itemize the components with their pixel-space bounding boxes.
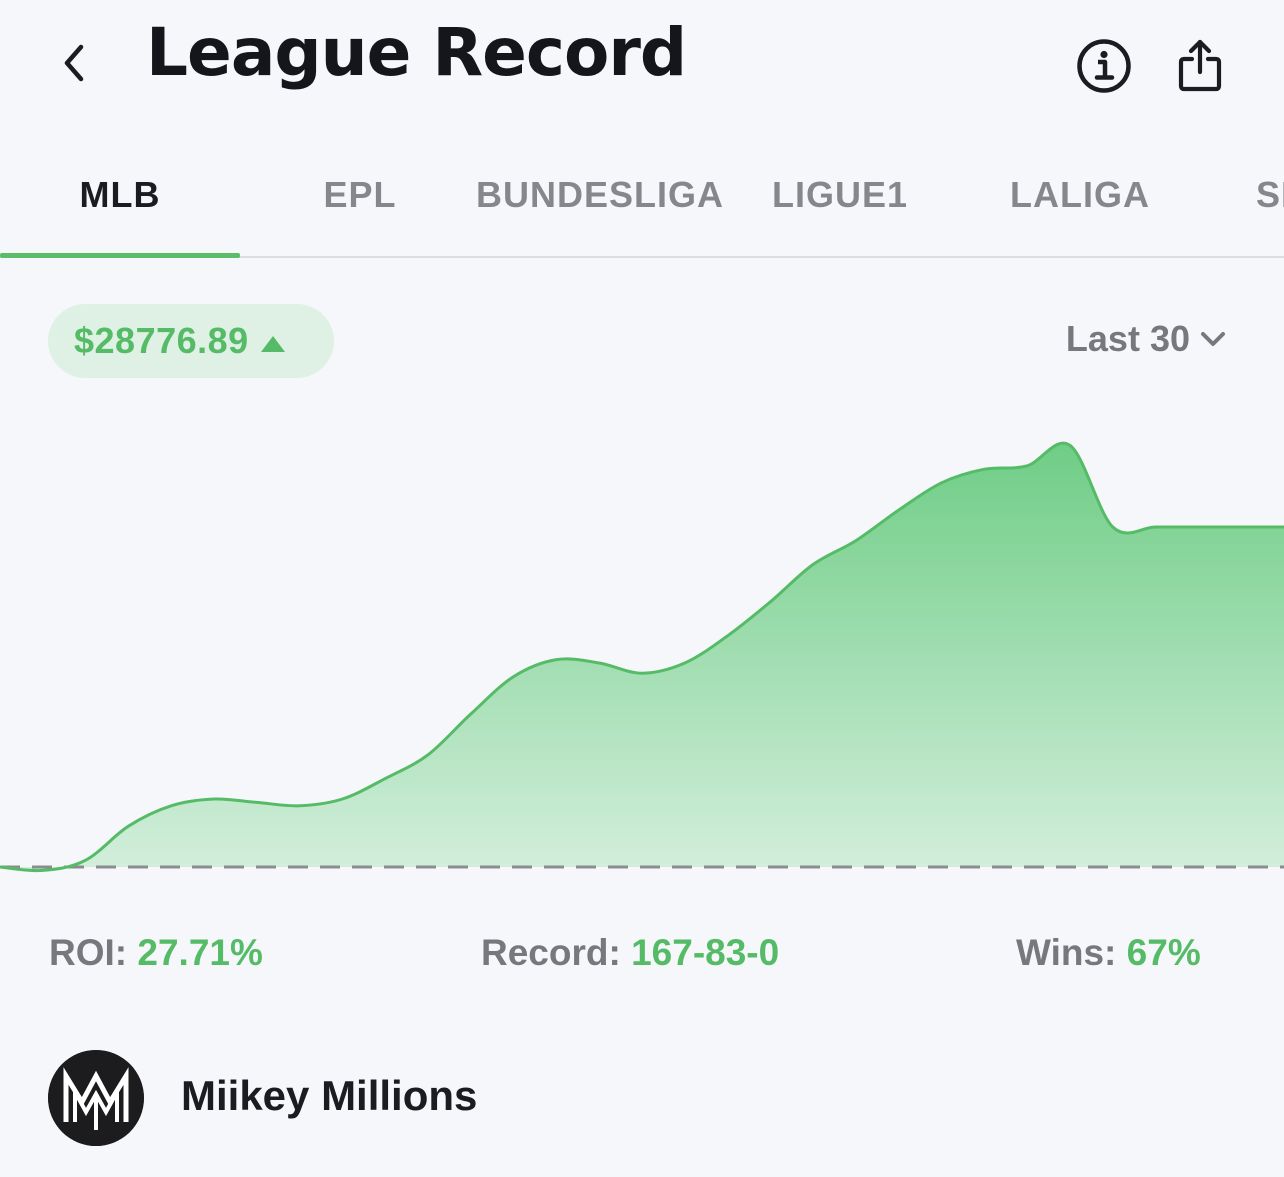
tab-bundesliga[interactable]: BUNDESLIGA: [476, 174, 725, 215]
record-stat: Record: 167-83-0: [481, 932, 779, 974]
user-name: Miikey Millions: [181, 1072, 478, 1119]
record-value: 167-83-0: [631, 932, 780, 973]
range-label: Last 30: [1065, 318, 1190, 359]
wins-value: 67%: [1126, 932, 1201, 973]
tab-partial[interactable]: SE: [1256, 174, 1284, 215]
tab-epl[interactable]: EPL: [323, 174, 397, 215]
tab-laliga[interactable]: LALIGA: [1010, 174, 1150, 215]
wins-stat: Wins: 67%: [1016, 932, 1201, 974]
info-icon: [1077, 39, 1131, 93]
record-label: Record:: [481, 932, 621, 973]
profit-area-chart: [0, 441, 1284, 873]
active-tab-indicator: [0, 253, 240, 258]
page-title: League Record: [146, 14, 687, 91]
trend-up-icon: [260, 336, 285, 352]
share-icon: [1178, 39, 1222, 92]
mm-logo-icon: [48, 1050, 144, 1146]
tab-ligue1[interactable]: LIGUE1: [771, 174, 909, 215]
chart-area-fill: [0, 443, 1284, 871]
roi-label: ROI:: [49, 932, 128, 973]
tab-mlb[interactable]: MLB: [79, 174, 161, 215]
balance-value: $28776.89: [74, 320, 249, 361]
roi-value: 27.71%: [137, 932, 263, 973]
share-button[interactable]: [1170, 34, 1230, 96]
chevron-left-icon: [64, 44, 84, 82]
balance-badge: $28776.89: [48, 304, 334, 378]
back-button[interactable]: [50, 38, 98, 88]
roi-stat: ROI: 27.71%: [49, 932, 263, 974]
info-button[interactable]: [1074, 36, 1134, 96]
wins-label: Wins:: [1016, 932, 1117, 973]
avatar[interactable]: [48, 1050, 144, 1146]
league-tabs: MLB EPL BUNDESLIGA LIGUE1 LALIGA SE: [0, 150, 1284, 258]
chevron-down-icon: [1201, 332, 1225, 346]
chart-series-line: [0, 441, 1284, 873]
range-dropdown[interactable]: Last 30: [1066, 318, 1226, 360]
